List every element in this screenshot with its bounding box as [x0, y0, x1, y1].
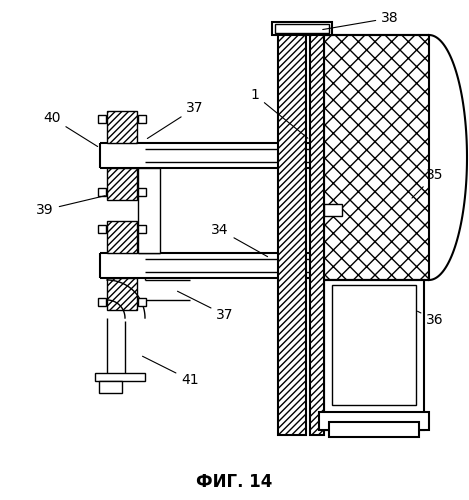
Bar — [107, 221, 137, 253]
Text: 37: 37 — [177, 291, 234, 322]
Text: 40: 40 — [43, 111, 98, 146]
Bar — [319, 412, 429, 430]
Bar — [138, 225, 146, 233]
Bar — [99, 381, 122, 393]
Bar — [138, 298, 146, 306]
Bar — [138, 188, 146, 196]
Bar — [107, 168, 137, 200]
Text: 1: 1 — [250, 88, 308, 138]
Bar — [95, 373, 145, 381]
Bar — [98, 188, 106, 196]
Bar — [107, 278, 137, 310]
Bar — [278, 25, 306, 435]
Text: 38: 38 — [323, 11, 399, 30]
Bar — [310, 25, 324, 435]
Text: 36: 36 — [417, 311, 444, 327]
Bar — [272, 22, 332, 35]
Bar — [324, 280, 424, 430]
Bar — [98, 115, 106, 123]
Bar — [138, 115, 146, 123]
Text: ФИГ. 14: ФИГ. 14 — [196, 473, 272, 491]
Bar — [98, 298, 106, 306]
Bar — [324, 204, 342, 216]
Text: 34: 34 — [211, 223, 268, 256]
Text: 41: 41 — [143, 356, 199, 387]
Bar — [107, 111, 137, 143]
Bar — [332, 285, 416, 405]
Bar — [138, 168, 160, 253]
Text: 35: 35 — [412, 168, 444, 198]
Bar — [324, 35, 429, 280]
Bar — [275, 24, 329, 33]
Bar — [98, 225, 106, 233]
Bar — [329, 422, 419, 437]
Text: 39: 39 — [36, 196, 106, 217]
Text: 37: 37 — [147, 101, 204, 138]
